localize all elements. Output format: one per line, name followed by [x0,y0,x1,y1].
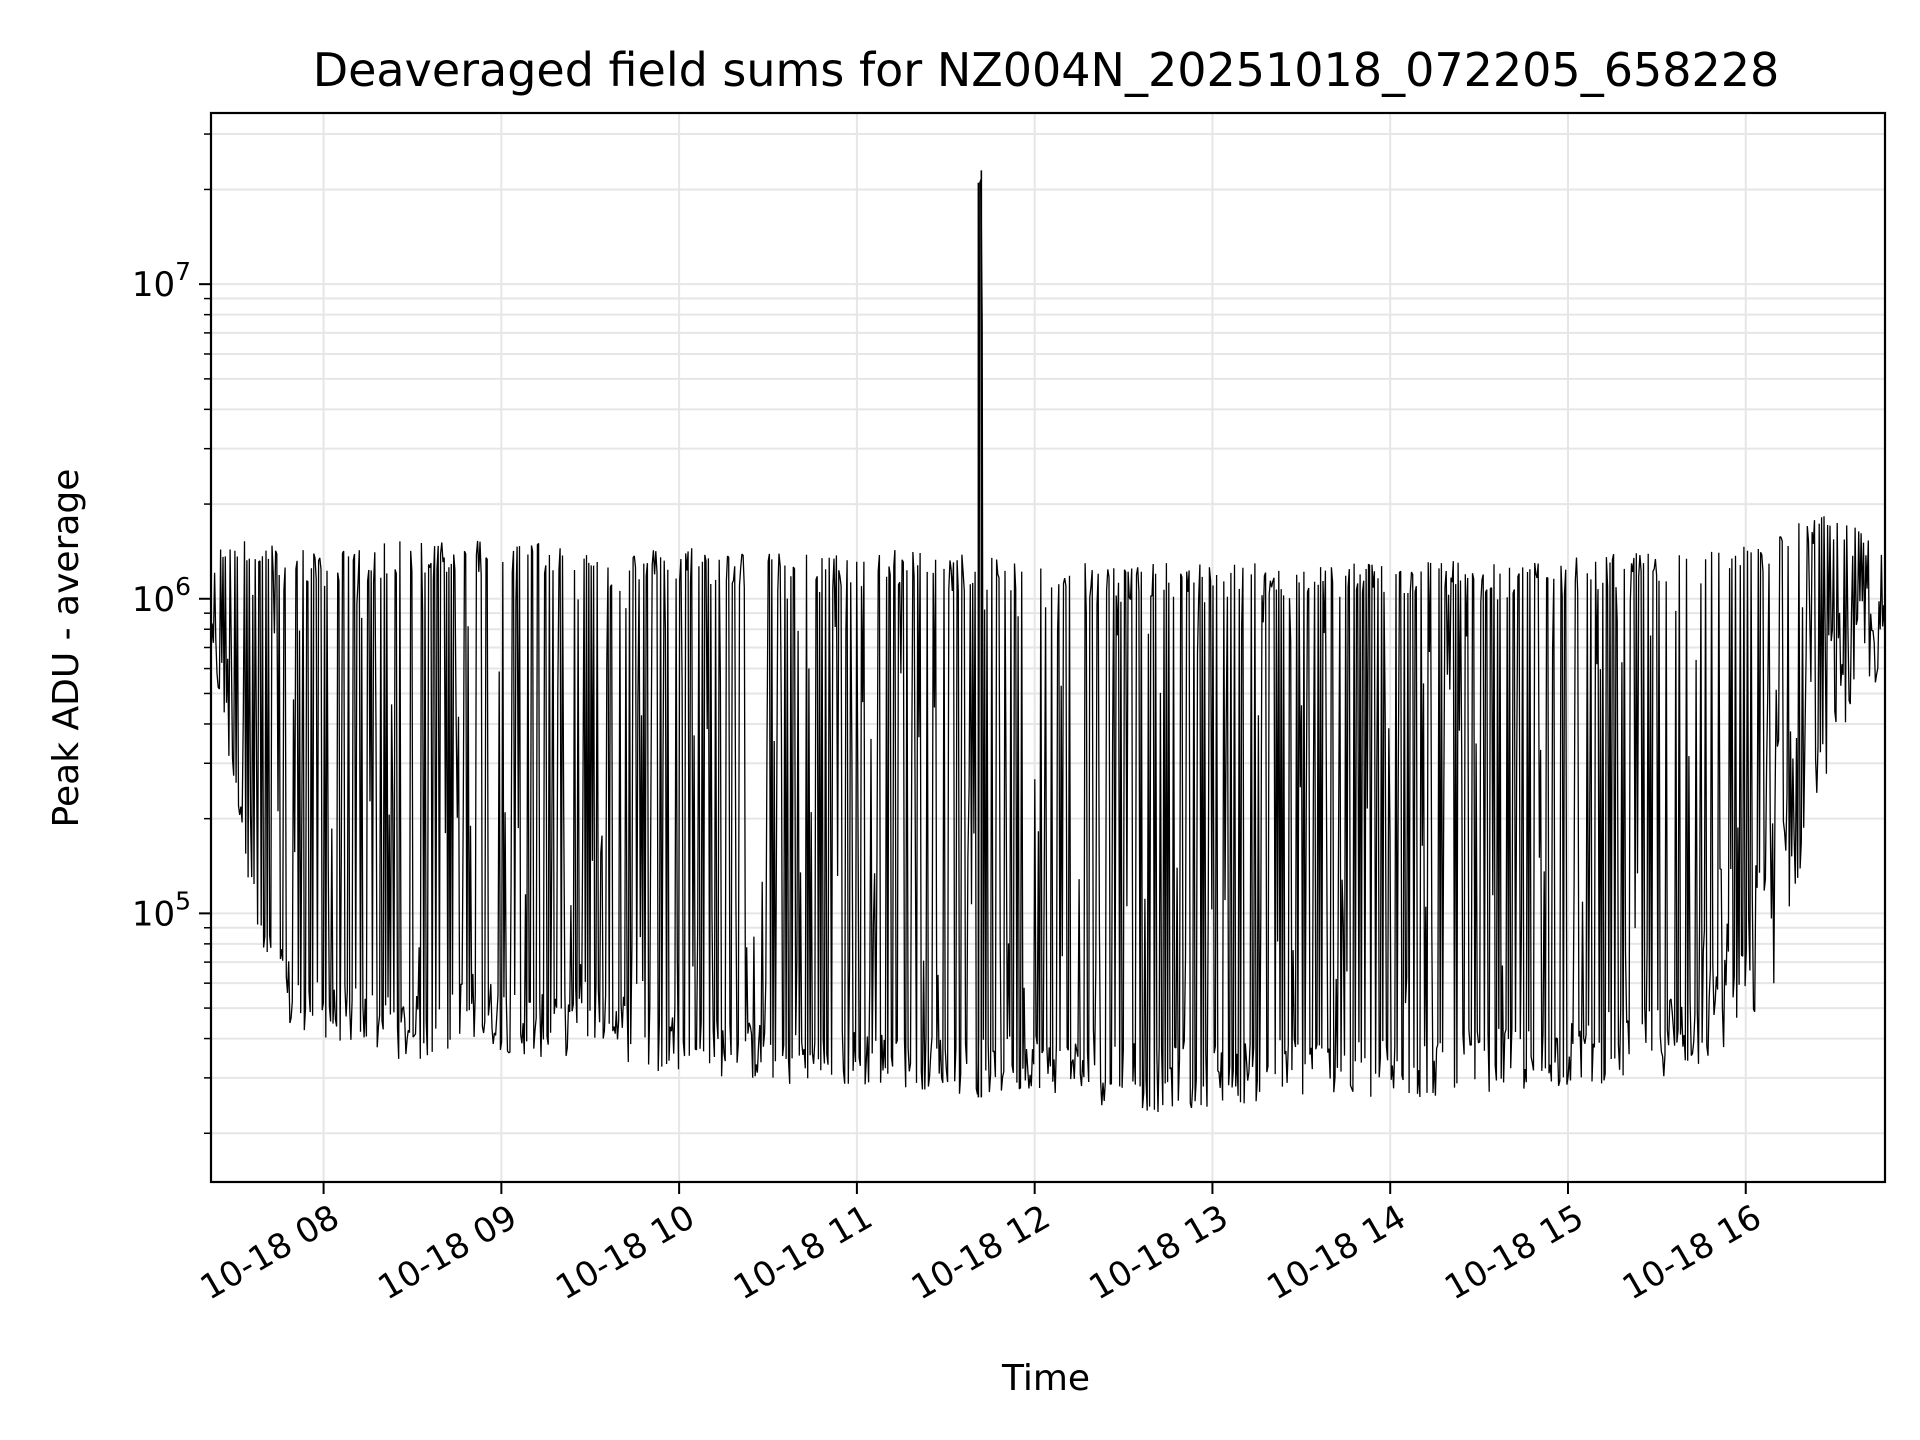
series-line [210,179,1886,1113]
y-tick-exponent: 6 [175,572,191,601]
y-tick-label: 105 [132,886,191,934]
y-tick-base: 10 [132,580,175,620]
x-axis-label: Time [1001,1358,1090,1399]
y-tick-label: 107 [132,257,191,305]
y-tick-base: 10 [132,894,175,934]
y-tick-base: 10 [132,265,175,305]
chart-title: Deaveraged field sums for NZ004N_2025101… [313,43,1780,97]
y-tick-exponent: 5 [175,886,191,915]
y-tick-label: 106 [132,572,191,620]
y-axis-label: Peak ADU - average [46,469,87,828]
y-tick-exponent: 7 [175,257,191,286]
